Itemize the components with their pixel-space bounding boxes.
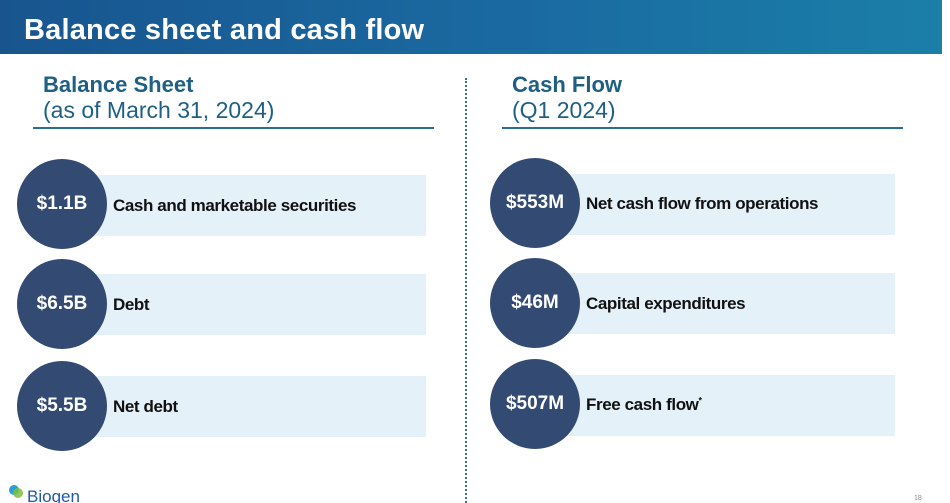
cash-flow-rule	[502, 127, 903, 129]
balance-sheet-rule	[33, 127, 434, 129]
row-label: Free cash flow*	[586, 395, 702, 415]
cash-flow-row	[534, 375, 895, 436]
biogen-logo: Biogen	[9, 483, 99, 503]
value-circle: $6.5B	[17, 259, 107, 349]
column-divider	[465, 78, 467, 503]
balance-sheet-heading: Balance Sheet (as of March 31, 2024)	[43, 74, 274, 122]
logo-mark-icon	[9, 485, 23, 498]
balance-sheet-row	[62, 274, 426, 335]
value-circle: $46M	[490, 258, 580, 348]
cash-flow-heading: Cash Flow (Q1 2024)	[512, 74, 622, 122]
cash-flow-row	[534, 273, 895, 334]
row-label: Cash and marketable securities	[113, 196, 357, 215]
value-circle: $5.5B	[17, 361, 107, 451]
value-circle: $507M	[490, 359, 580, 449]
cash-flow-subtitle: (Q1 2024)	[512, 97, 616, 123]
row-label: Net debt	[113, 397, 178, 416]
balance-sheet-title: Balance Sheet	[43, 72, 194, 97]
cash-flow-title: Cash Flow	[512, 72, 623, 97]
row-label: Capital expenditures	[586, 294, 746, 313]
footnote-mark: *	[698, 395, 703, 406]
balance-sheet-row	[62, 376, 426, 437]
cash-flow-row	[534, 174, 895, 235]
balance-sheet-subtitle: (as of March 31, 2024)	[43, 97, 275, 123]
row-label: Debt	[113, 295, 150, 314]
value-circle: $553M	[490, 158, 580, 248]
page-number: 18	[914, 495, 922, 502]
value-circle: $1.1B	[17, 159, 107, 249]
row-label: Net cash flow from operations	[586, 194, 819, 213]
slide-title: Balance sheet and cash flow	[24, 14, 425, 46]
logo-text: Biogen	[27, 487, 80, 503]
free-cash-flow-label: Free cash flow	[586, 395, 699, 414]
title-bar: Balance sheet and cash flow	[0, 0, 942, 54]
balance-sheet-row	[62, 175, 426, 236]
